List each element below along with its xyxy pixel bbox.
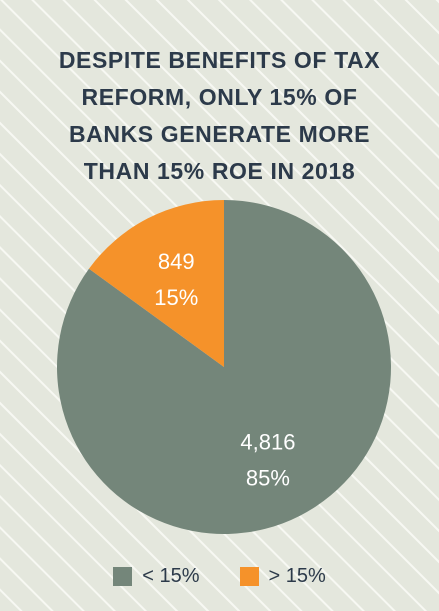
pie-slice-above-15 bbox=[88, 200, 224, 367]
legend-item-above-15: > 15% bbox=[239, 565, 326, 588]
legend-label-below-15: < 15% bbox=[142, 565, 200, 587]
legend-item-below-15: < 15% bbox=[113, 565, 200, 588]
slice-percent-label-above-15: 15% bbox=[154, 285, 198, 310]
slice-percent-label-below-15: 85% bbox=[246, 465, 290, 490]
chart-title: DESPITE BENEFITS OF TAX REFORM, ONLY 15%… bbox=[58, 47, 381, 184]
pie-slice-below-15 bbox=[56, 200, 392, 535]
legend-label-above-15: > 15% bbox=[268, 565, 326, 587]
slice-value-label-above-15: 849 bbox=[158, 249, 195, 274]
legend-swatch-above-15 bbox=[239, 567, 259, 586]
chart-legend: < 15% > 15% bbox=[0, 565, 439, 588]
slice-value-label-below-15: 4,816 bbox=[240, 429, 295, 454]
legend-swatch-below-15 bbox=[113, 567, 133, 586]
